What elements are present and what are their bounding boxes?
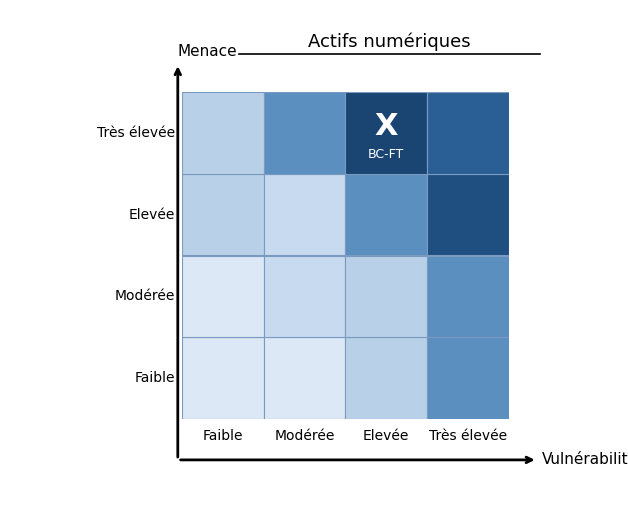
Bar	[427, 337, 509, 419]
Bar	[264, 337, 345, 419]
Text: Très élevée: Très élevée	[429, 429, 507, 443]
Bar	[345, 174, 427, 256]
Text: Actifs numériques: Actifs numériques	[308, 33, 470, 51]
Bar	[427, 92, 509, 174]
Text: Très élevée: Très élevée	[97, 126, 175, 140]
Bar	[345, 256, 427, 337]
Text: Vulnérabilité: Vulnérabilité	[541, 452, 628, 468]
Bar	[264, 92, 345, 174]
Bar	[345, 92, 427, 174]
Text: Faible: Faible	[135, 371, 175, 385]
Bar	[182, 92, 264, 174]
Text: Modérée: Modérée	[115, 289, 175, 304]
Text: Menace: Menace	[178, 44, 237, 59]
Text: Modérée: Modérée	[274, 429, 335, 443]
Text: X: X	[374, 112, 398, 141]
Text: BC-FT: BC-FT	[368, 148, 404, 160]
Text: Elevée: Elevée	[363, 429, 409, 443]
Bar	[264, 174, 345, 256]
Bar	[427, 174, 509, 256]
Bar	[345, 337, 427, 419]
Bar	[182, 174, 264, 256]
Bar	[182, 337, 264, 419]
Bar	[182, 256, 264, 337]
Bar	[427, 256, 509, 337]
Text: Faible: Faible	[202, 429, 243, 443]
Text: Elevée: Elevée	[129, 207, 175, 222]
Bar	[264, 256, 345, 337]
